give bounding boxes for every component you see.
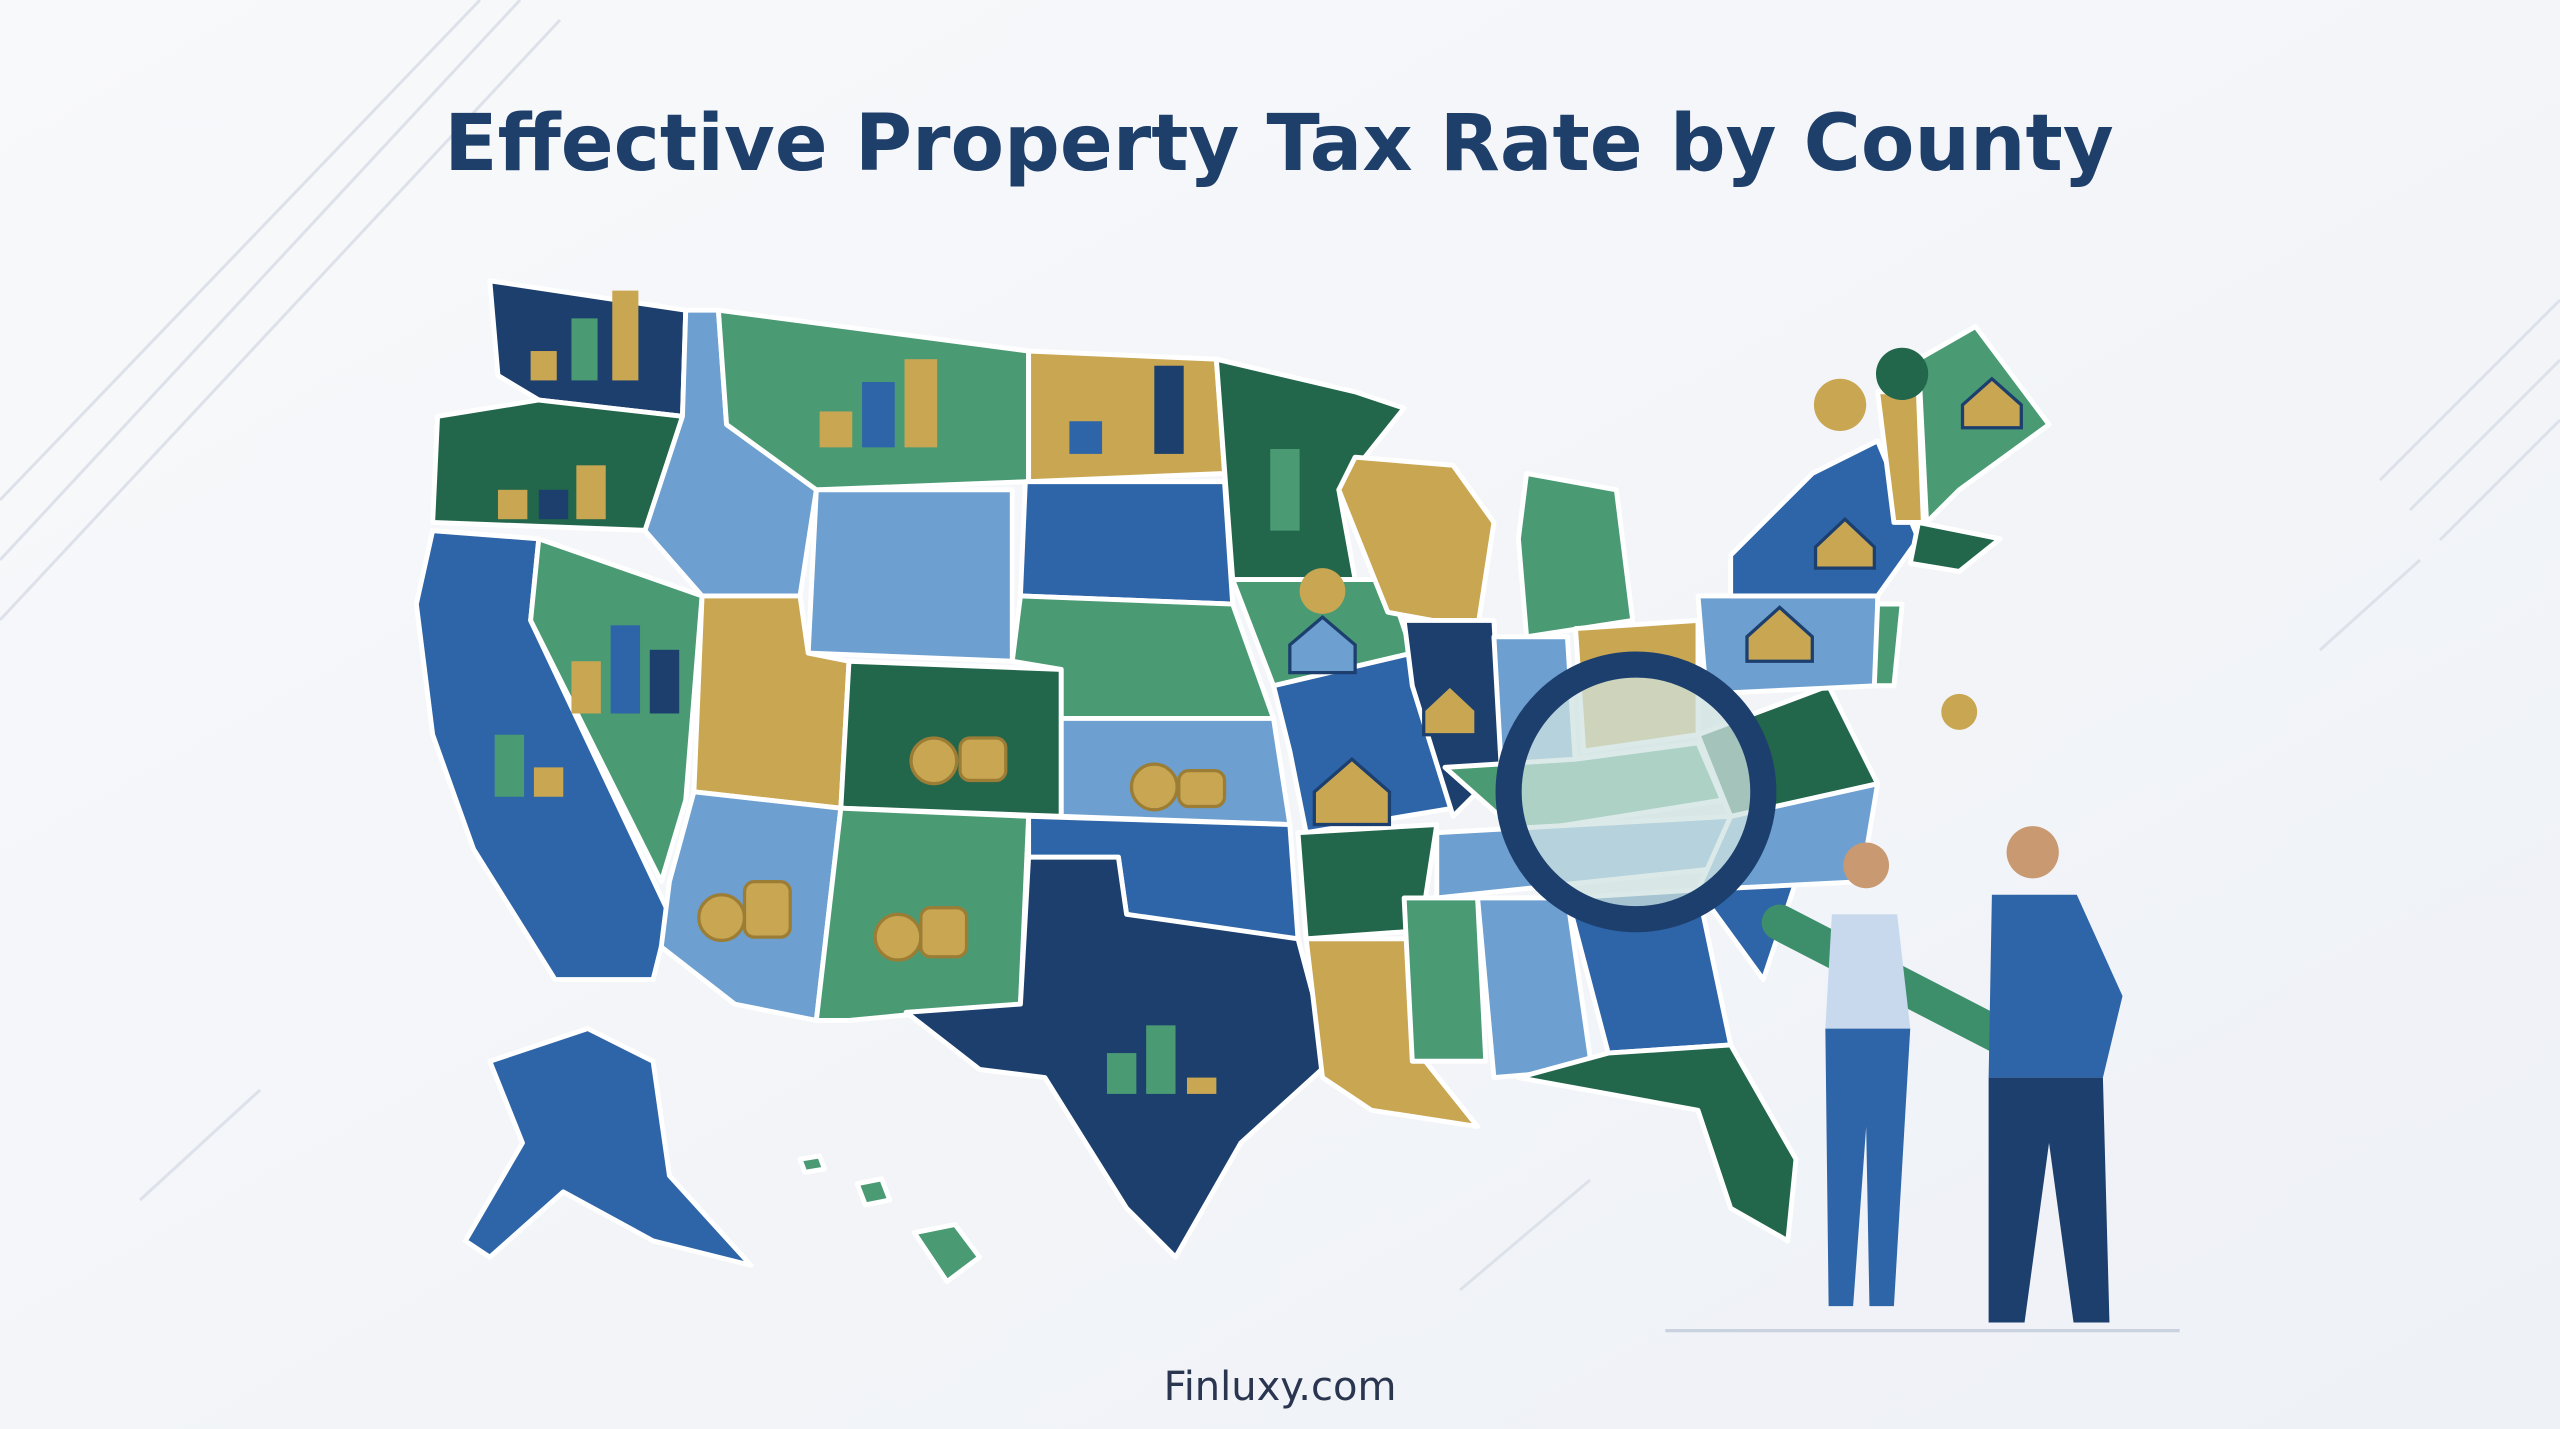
pin-icon-part: [1299, 568, 1346, 614]
bar-icon-part: [571, 318, 598, 381]
bar-icon-part: [1069, 421, 1103, 454]
people-part: [1988, 894, 2123, 1078]
pin-icon-part: [1941, 693, 1978, 730]
coin-icon-part: [873, 912, 923, 962]
house-icon-part: [1813, 516, 1876, 570]
state-part: [1907, 520, 2003, 574]
bar-icon-part: [649, 649, 680, 714]
state-part: [854, 1176, 893, 1208]
state-part: [805, 487, 1015, 664]
bar-icon-part: [1146, 1025, 1176, 1094]
house-icon-part: [1312, 757, 1392, 827]
people-part: [2006, 826, 2059, 879]
bar-icon-part: [862, 382, 895, 448]
bar-icon-part: [612, 290, 639, 381]
decor-line-part: [2378, 298, 2560, 542]
state-part: [1401, 895, 1489, 1064]
bar-icon-part: [576, 465, 606, 520]
people-part: [1825, 1028, 1911, 1307]
coin-icon-part: [1129, 762, 1179, 812]
bar-icon-part: [819, 411, 853, 448]
coin-icon-part: [697, 893, 747, 943]
state-part: [911, 1222, 983, 1285]
us-map: [413, 278, 2180, 1333]
title: Effective Property Tax Rate by County: [444, 99, 2113, 189]
people: [1665, 826, 2180, 1333]
decor-line-part: [138, 558, 2422, 1292]
bar-icon-part: [610, 625, 641, 714]
pin-icons: [1299, 347, 1978, 730]
bar-icon-part: [1186, 1077, 1217, 1094]
bar-icons: [494, 290, 1300, 1094]
state-part: [1058, 715, 1293, 827]
magnifier-part: [1495, 651, 1777, 933]
bar-icon-part: [538, 489, 569, 520]
state-part: [1017, 479, 1236, 607]
state-part: [1515, 1042, 1799, 1244]
state-part: [1871, 601, 1905, 689]
people-part: [1825, 914, 1911, 1029]
people-part: [1843, 842, 1890, 889]
house-icon-part: [1422, 683, 1478, 737]
decor-lines: [0, 0, 2560, 1292]
bar-icon-part: [1106, 1053, 1137, 1094]
state-part: [1515, 471, 1636, 640]
coin-icon-part: [1177, 769, 1227, 809]
coin-icon-part: [919, 906, 969, 959]
house-icon-part: [1288, 615, 1357, 675]
coin-icon-part: [909, 736, 959, 786]
state-part: [462, 1026, 754, 1268]
bar-icon-part: [530, 351, 557, 381]
house-icon-part: [1745, 605, 1814, 663]
bar-icon-part: [571, 661, 601, 714]
coin-icon-part: [742, 880, 792, 939]
bar-icon-part: [1270, 448, 1300, 531]
source: Finluxy.com: [1164, 1364, 1397, 1410]
bar-icon-part: [1154, 365, 1184, 454]
magnifier: [1495, 651, 2051, 1072]
coin-icons: [697, 736, 1227, 962]
pin-icon-part: [1813, 378, 1867, 432]
bar-icon-part: [497, 489, 528, 520]
pin-icon-part: [1875, 347, 1929, 401]
coin-icon-part: [958, 736, 1008, 783]
house-icon-part: [1960, 376, 2023, 430]
decor-line-part: [0, 0, 562, 622]
bar-icon-part: [533, 767, 564, 797]
state-part: [838, 658, 1064, 819]
bar-icon-part: [1111, 391, 1145, 454]
state-part: [797, 1153, 827, 1175]
bar-icon-part: [904, 359, 938, 448]
people-part: [1988, 1077, 2110, 1323]
house-icons: [1288, 376, 2023, 827]
bar-icon-part: [494, 734, 525, 797]
